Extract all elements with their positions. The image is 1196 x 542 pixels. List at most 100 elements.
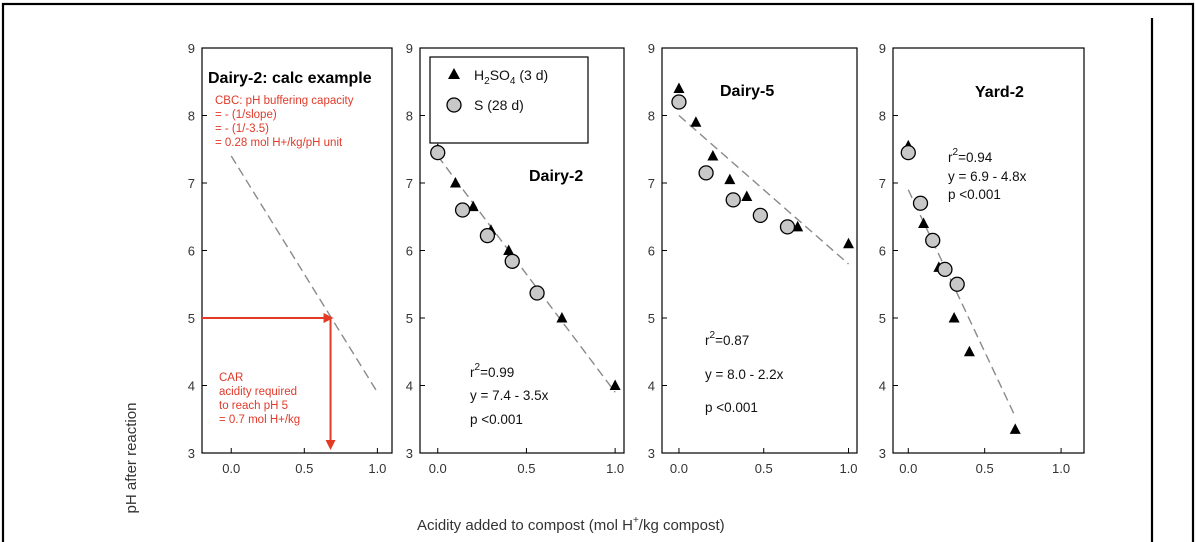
yard2-x-tick-label: 1.0 — [1052, 461, 1070, 476]
dairy5-fit-line — [678, 114, 849, 265]
dairy2-y-tick-label: 9 — [406, 41, 413, 56]
yard2-y-tick-label: 3 — [879, 446, 886, 461]
calc-y-tick-label: 6 — [188, 244, 195, 259]
calc-y-tick-label: 3 — [188, 446, 195, 461]
x-axis-title-main: Acidity added to compost (mol H — [417, 517, 633, 534]
yard2-pvalue: p <0.001 — [948, 187, 1001, 202]
dairy2-y-tick-label: 4 — [406, 379, 413, 394]
yard2-s-point — [949, 276, 965, 292]
dairy2-y-tick-label: 8 — [406, 109, 413, 124]
dairy2-h2so4-point — [467, 200, 479, 212]
yard2-equation: y = 6.9 - 4.8x — [948, 169, 1027, 184]
yard2-y-tick-label: 5 — [879, 311, 886, 326]
dairy2-h2so4-point — [609, 379, 621, 390]
dairy2-x-tick-label: 0.0 — [429, 461, 447, 476]
cbc-line-3: = - (1/-3.5) — [215, 123, 269, 135]
yard2-s-point — [925, 232, 941, 249]
yard2-r2-sup: 2 — [953, 147, 959, 158]
legend-h2so4-label: H2SO4 (3 d) — [474, 67, 548, 87]
legend-h2so4-h: H — [474, 67, 484, 83]
calc-x-tick-label: 0.0 — [222, 461, 240, 476]
calc-y-tick-label: 7 — [188, 176, 195, 191]
dairy5-r2-label: r — [705, 333, 710, 348]
x-axis-title: Acidity added to compost (mol H+/kg comp… — [417, 515, 725, 534]
car-line-1: CAR — [219, 372, 243, 384]
legend-h2so4-rest: (3 d) — [515, 67, 548, 83]
dairy5-y-tick-label: 8 — [648, 109, 655, 124]
yard2-title: Yard-2 — [975, 84, 1024, 101]
calc-y-tick-label: 5 — [188, 311, 195, 326]
dairy5-r2-sup: 2 — [710, 330, 716, 341]
yard2-h2so4-point — [1009, 423, 1021, 434]
car-line-2: acidity required — [219, 386, 297, 398]
dairy5-h2so4-point — [673, 82, 685, 93]
yard2-x-tick-label: 0.5 — [976, 461, 994, 476]
calc-x-tick-label: 0.5 — [295, 461, 313, 476]
dairy2-y-tick-label: 5 — [406, 311, 413, 326]
dairy5-s-point — [698, 165, 714, 181]
dairy5-s-point — [671, 94, 687, 110]
legend-circle-marker — [446, 97, 462, 113]
yard2-y-tick-label: 8 — [879, 109, 886, 124]
dairy2-pvalue: p <0.001 — [470, 412, 523, 427]
dairy2-h2so4-point — [503, 244, 515, 255]
yard2-s-point — [937, 261, 953, 278]
calc-y-tick-label: 9 — [188, 41, 195, 56]
x-axis-title-rest: /kg compost) — [639, 517, 725, 534]
yard2-y-tick-label: 6 — [879, 244, 886, 259]
dairy2-r2: r2=0.99 — [470, 362, 514, 380]
dairy5-y-tick-label: 7 — [648, 176, 655, 191]
dairy5-h2so4-point — [690, 116, 702, 127]
yard2-plot-frame — [892, 47, 1085, 454]
car-line-4: = 0.7 mol H+/kg — [219, 414, 300, 426]
yard2-y-tick-label: 7 — [879, 176, 886, 191]
legend-triangle-marker — [448, 68, 460, 79]
yard2-h2so4-point — [918, 217, 930, 228]
dairy5-y-tick-label: 6 — [648, 244, 655, 259]
yard2-h2so4-point — [963, 345, 975, 357]
dairy2-s-point — [430, 144, 446, 161]
dairy5-h2so4-point — [741, 190, 753, 201]
dairy2-title: Dairy-2 — [529, 168, 583, 185]
dairy2-s-point — [454, 202, 471, 218]
dairy5-r2-value: =0.87 — [715, 333, 749, 348]
legend-h2so4-sub2: 4 — [510, 76, 516, 87]
dairy5-h2so4-point — [724, 173, 736, 185]
dairy5-plot-frame — [661, 47, 858, 454]
panel-calc-example: 3 4 5 6 7 8 9 0.0 0.5 1.0 — [188, 41, 393, 476]
calc-y-tick-label: 8 — [188, 109, 195, 124]
yard2-y-tick-label: 9 — [879, 41, 886, 56]
dairy5-y-tick-label: 3 — [648, 446, 655, 461]
dairy2-equation: y = 7.4 - 3.5x — [470, 388, 549, 403]
dairy5-s-point — [779, 219, 796, 235]
yard2-r2-value: =0.94 — [958, 150, 993, 165]
panel-dairy-2: 3 4 5 6 7 8 9 0.0 0.5 1.0 — [406, 41, 625, 476]
yard2-r2-label: r — [948, 150, 953, 165]
dairy5-equation: y = 8.0 - 2.2x — [705, 367, 784, 382]
y-axis-title: pH after reaction — [123, 403, 140, 514]
car-horizontal-arrowhead — [323, 313, 334, 323]
car-line-3: to reach pH 5 — [219, 400, 288, 412]
cbc-line-2: = - (1/slope) — [215, 109, 277, 121]
car-vertical-arrowhead — [325, 440, 336, 450]
legend-h2so4-so: SO — [490, 67, 510, 83]
legend-h2so4-sub1: 2 — [484, 76, 490, 87]
dairy5-s-point — [725, 192, 741, 208]
dairy5-y-tick-label: 5 — [648, 311, 655, 326]
dairy2-s-point — [479, 227, 496, 244]
dairy5-y-tick-label: 4 — [648, 379, 655, 394]
dairy2-y-tick-label: 3 — [406, 446, 413, 461]
dairy2-x-tick-label: 0.5 — [517, 461, 535, 476]
dairy5-s-point — [752, 207, 768, 224]
dairy2-y-tick-label: 6 — [406, 244, 413, 259]
dairy2-s-point — [529, 285, 545, 301]
calc-fit-line — [230, 155, 378, 393]
legend: H2SO4 (3 d) S (28 d) — [429, 56, 589, 144]
yard2-x-tick-label: 0.0 — [899, 461, 917, 476]
calc-x-tick-label: 1.0 — [368, 461, 386, 476]
dairy5-y-tick-label: 9 — [648, 41, 655, 56]
dairy5-h2so4-point — [792, 220, 804, 232]
cbc-line-1: CBC: pH buffering capacity — [215, 95, 354, 107]
